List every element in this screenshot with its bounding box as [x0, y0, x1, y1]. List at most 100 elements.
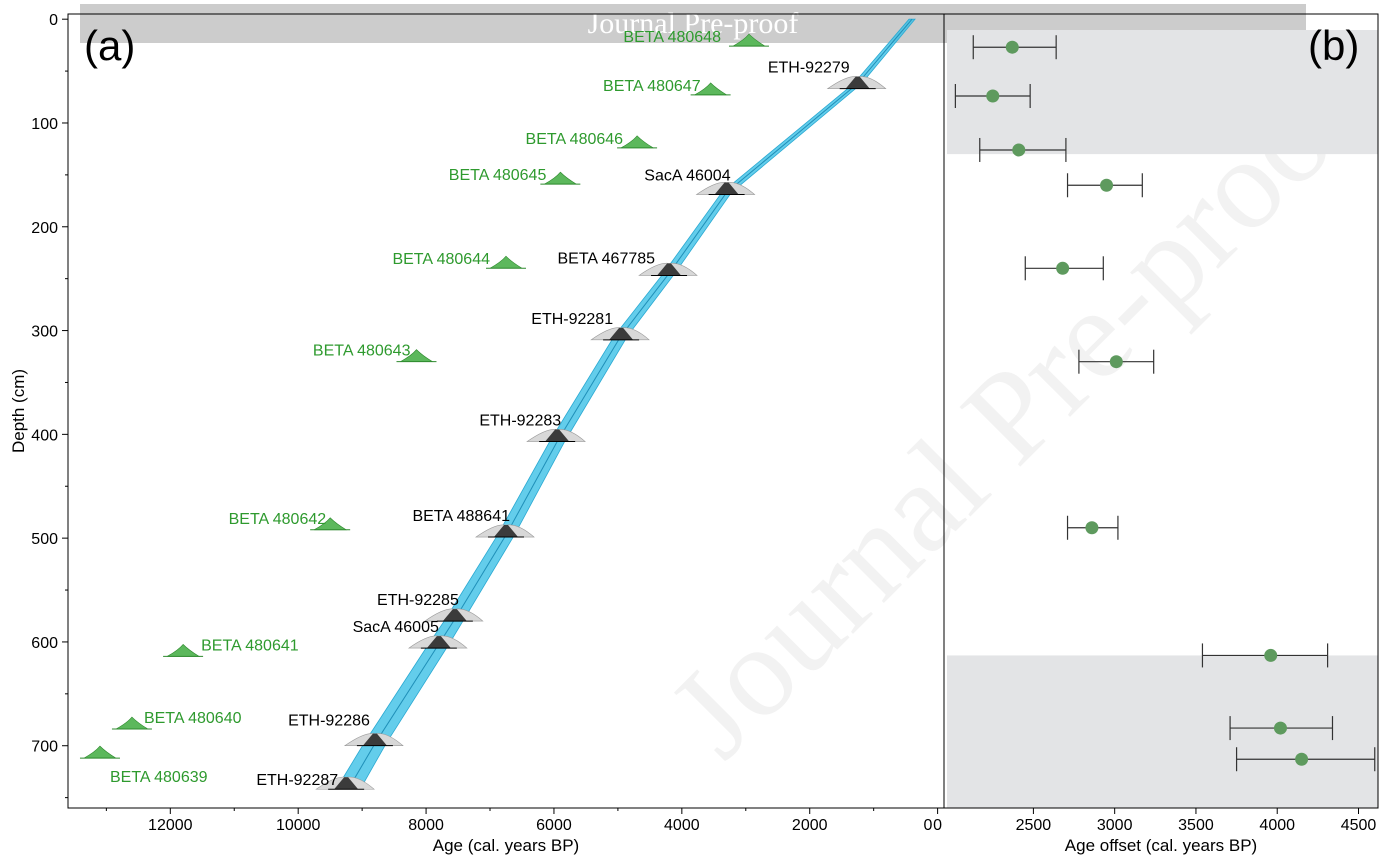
y-tick-label-100: 100 — [31, 116, 58, 133]
date-marker: BETA 480648 — [623, 29, 769, 47]
sample-label: SacA 46004 — [644, 168, 730, 185]
calibration-distribution — [620, 135, 655, 149]
date-marker: BETA 467785 — [557, 250, 698, 276]
calibration-distribution — [544, 171, 578, 185]
x-tick-label-a-8000: 8000 — [408, 817, 444, 834]
sample-label: ETH-92285 — [377, 592, 459, 609]
y-tick-label-600: 600 — [31, 635, 58, 652]
calibration-distribution — [609, 327, 634, 340]
shaded-band-1 — [947, 655, 1378, 808]
age-depth-model-median — [348, 18, 913, 788]
date-marker: ETH-92281 — [531, 311, 650, 341]
x-tick-label-b-4000: 4000 — [1259, 817, 1295, 834]
date-marker: BETA 480643 — [313, 343, 437, 363]
x-tick-label-a-0: 0 — [933, 817, 942, 834]
calibration-distribution — [442, 609, 467, 622]
x-tick-label-b-0: 0 — [924, 817, 933, 834]
date-marker: BETA 480641 — [163, 637, 299, 657]
calibration-distribution — [115, 716, 150, 730]
sample-label: BETA 480647 — [603, 78, 701, 95]
offset-marker — [1295, 752, 1309, 766]
date-marker: BETA 480647 — [603, 78, 731, 96]
offset-point — [1024, 256, 1104, 281]
offset-point — [1078, 349, 1155, 374]
calibration-distribution — [714, 182, 739, 195]
date-marker: BETA 480646 — [526, 131, 658, 149]
date-marker: BETA 488641 — [412, 508, 535, 538]
x-tick-label-b-3000: 3000 — [1097, 817, 1133, 834]
sample-label: BETA 480643 — [313, 343, 411, 360]
sample-label: BETA 480644 — [392, 251, 490, 268]
date-marker: BETA 480645 — [449, 167, 581, 185]
journal-preproof-banner: Journal Pre-proof — [80, 4, 1306, 43]
date-marker: BETA 480639 — [79, 745, 208, 786]
sample-label: BETA 480639 — [110, 769, 208, 786]
calibration-distribution — [494, 525, 518, 538]
date-marker: ETH-92279 — [768, 60, 887, 90]
offset-marker — [986, 89, 1000, 103]
sample-label: ETH-92281 — [531, 311, 613, 328]
offset-marker — [1100, 178, 1114, 192]
date-marker: SacA 46004 — [644, 168, 756, 196]
sample-label: ETH-92287 — [256, 772, 338, 789]
calibration-distribution — [845, 76, 870, 89]
x-tick-label-b-3500: 3500 — [1178, 817, 1214, 834]
y-tick-label-0: 0 — [49, 12, 58, 29]
offset-marker — [1264, 648, 1278, 662]
date-marker: ETH-92283 — [479, 413, 586, 443]
date-marker: ETH-92287 — [256, 772, 375, 790]
sample-label: BETA 480642 — [229, 511, 327, 528]
offset-point — [954, 83, 1031, 108]
sample-label: BETA 480646 — [526, 131, 624, 148]
x-tick-label-a-6000: 6000 — [536, 817, 572, 834]
sample-label: BETA 467785 — [557, 250, 655, 267]
calibration-distribution — [694, 82, 728, 96]
x-axis-label-a: Age (cal. years BP) — [433, 836, 579, 855]
offset-point — [1229, 716, 1334, 741]
sample-label: BETA 488641 — [412, 508, 510, 525]
offset-point — [1201, 643, 1329, 668]
offset-marker — [1012, 143, 1026, 157]
calibration-distribution — [334, 777, 359, 790]
offset-marker — [1273, 721, 1287, 735]
offset-marker — [1085, 521, 1099, 535]
calibration-distribution — [426, 636, 451, 649]
sample-label: BETA 480648 — [623, 29, 721, 46]
x-tick-label-b-4500: 4500 — [1341, 817, 1377, 834]
calibration-distribution — [400, 349, 434, 362]
offset-point — [1066, 515, 1119, 540]
offset-point — [972, 35, 1057, 60]
y-tick-label-500: 500 — [31, 531, 58, 548]
offset-point — [1235, 747, 1376, 772]
offset-marker — [1109, 355, 1123, 369]
date-marker: BETA 480644 — [392, 251, 526, 269]
calibration-distribution — [732, 33, 767, 47]
sample-label: SacA 46005 — [353, 619, 439, 636]
sample-label: BETA 480640 — [144, 710, 242, 727]
shaded-band-0 — [947, 30, 1378, 155]
panel-label-a: (a) — [84, 22, 135, 69]
calibration-distribution — [166, 643, 201, 657]
offset-point — [979, 137, 1067, 162]
calibration-distribution — [489, 255, 524, 269]
x-tick-label-a-2000: 2000 — [792, 817, 828, 834]
x-axis-label-b: Age offset (cal. years BP) — [1065, 836, 1257, 855]
date-marker: BETA 480640 — [111, 710, 242, 730]
x-tick-label-a-10000: 10000 — [276, 817, 321, 834]
age-depth-model-envelope — [336, 18, 916, 788]
date-marker: ETH-92285 — [377, 592, 484, 622]
sample-label: BETA 480645 — [449, 167, 547, 184]
sample-label: ETH-92286 — [288, 713, 370, 730]
sample-label: ETH-92283 — [479, 413, 561, 430]
y-tick-label-400: 400 — [31, 427, 58, 444]
date-marker: BETA 480642 — [229, 511, 351, 531]
sample-label: BETA 480641 — [201, 637, 299, 654]
date-marker: ETH-92286 — [288, 713, 404, 747]
panel-label-b: (b) — [1308, 22, 1359, 69]
y-axis-label: Depth (cm) — [9, 369, 28, 453]
date-marker: SacA 46005 — [353, 619, 468, 649]
offset-point — [1066, 173, 1143, 198]
calibration-distribution — [545, 429, 570, 442]
calibration-distribution — [657, 263, 682, 276]
